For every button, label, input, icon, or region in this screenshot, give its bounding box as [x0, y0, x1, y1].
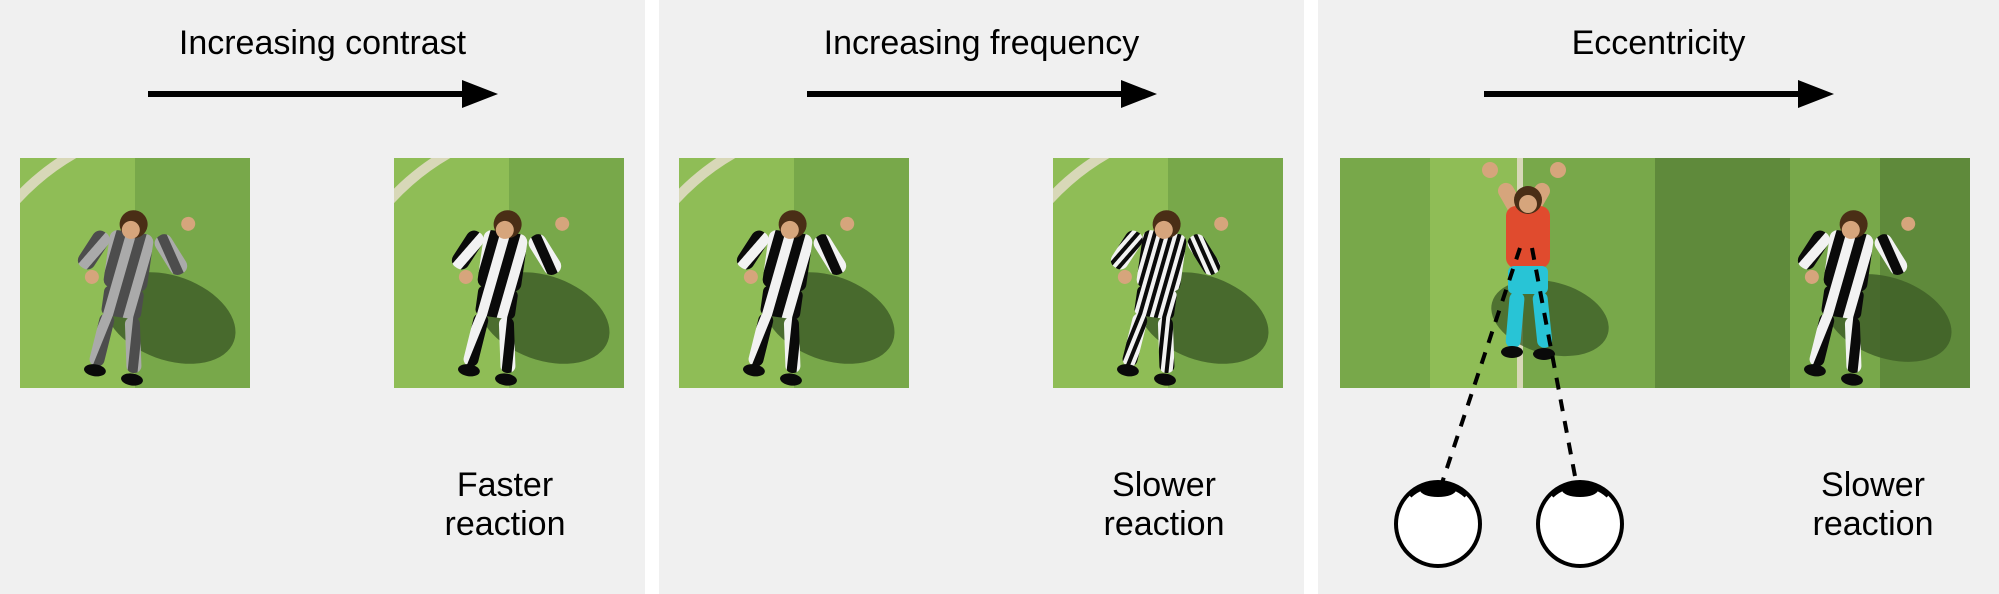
tile-wide-stripes [679, 158, 909, 388]
panel-contrast: Increasing contrast [0, 0, 645, 594]
eye-left-icon [1396, 482, 1480, 566]
tile-narrow-stripes [1053, 158, 1283, 388]
panel-frequency: Increasing frequency [659, 0, 1304, 594]
caption-text: Slowerreaction [1104, 466, 1225, 543]
caption-slower: Slowerreaction [1049, 466, 1279, 544]
arrow-icon [148, 76, 498, 112]
panel-title: Eccentricity [1572, 24, 1746, 63]
eye-right-icon [1538, 482, 1622, 566]
panel-eccentricity: Eccentricity [1318, 0, 1999, 594]
tile-low-contrast [20, 158, 250, 388]
caption-faster: Fasterreaction [390, 466, 620, 544]
arrow-icon [807, 76, 1157, 112]
tile-eccentricity-field [1340, 158, 1970, 388]
panel-title: Increasing contrast [179, 24, 466, 63]
panel-title: Increasing frequency [824, 24, 1140, 63]
caption-slower: Slowerreaction [1758, 466, 1988, 544]
caption-text: Fasterreaction [445, 466, 566, 543]
caption-text: Slowerreaction [1813, 466, 1934, 543]
arrow-icon [1484, 76, 1834, 112]
tile-high-contrast [394, 158, 624, 388]
